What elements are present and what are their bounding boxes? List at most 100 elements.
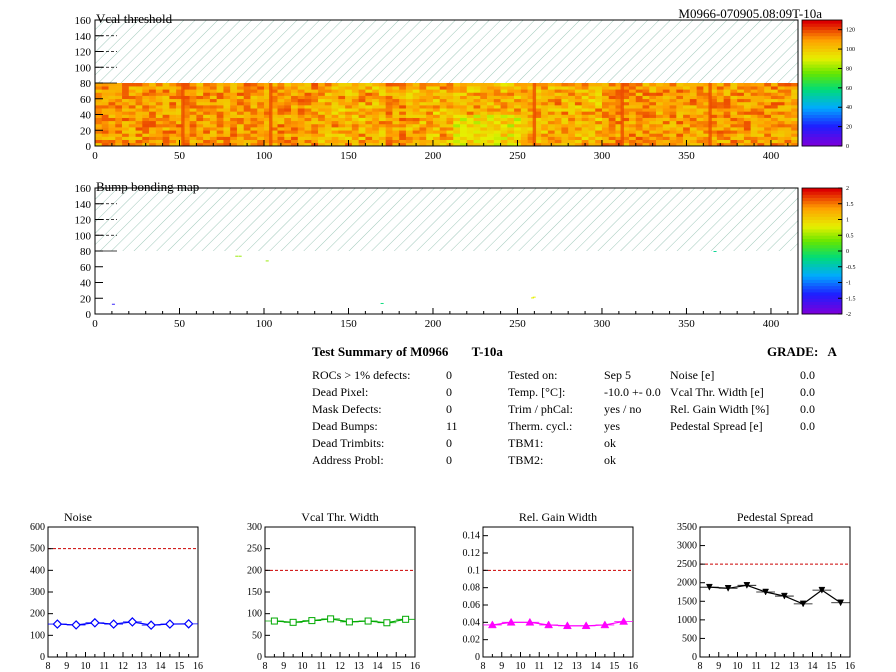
heatmap-cell (460, 133, 468, 137)
heatmap-cell (304, 92, 312, 96)
heatmap-cell (676, 92, 684, 96)
heatmap-cell (527, 86, 535, 90)
heatmap-cell (331, 133, 339, 137)
heatmap-cell (764, 136, 772, 140)
heatmap-cell (419, 130, 427, 134)
heatmap-cell (155, 130, 163, 134)
data-point (562, 621, 572, 630)
palette-swatch (802, 73, 842, 78)
heatmap-cell (750, 92, 758, 96)
heatmap-cell (230, 89, 238, 93)
heatmap-cell (270, 111, 278, 115)
heatmap-cell (236, 95, 245, 100)
heatmap-cell (209, 95, 217, 100)
heatmap-cell (128, 105, 136, 109)
heatmap-cell (189, 108, 197, 112)
heatmap-cell (656, 98, 664, 103)
heatmap-cell (730, 136, 738, 140)
heatmap-cell (601, 98, 610, 103)
palette-tick-label: 60 (846, 86, 852, 92)
palette-swatch (802, 60, 842, 65)
heatmap-cell (574, 120, 582, 125)
heatmap-cell (689, 101, 697, 106)
heatmap-cell (263, 130, 272, 134)
heatmap-cell (446, 111, 454, 115)
heatmap-cell (547, 123, 555, 128)
heatmap-cell (365, 108, 373, 112)
heatmap-cell (95, 92, 103, 96)
heatmap-cell (101, 114, 109, 118)
y-tick-label: 60 (80, 94, 92, 106)
heatmap-cell (554, 83, 562, 87)
heatmap-cell (574, 111, 582, 115)
heatmap-cell (473, 123, 481, 128)
heatmap-cell (230, 127, 238, 131)
heatmap-cell (561, 127, 569, 131)
summary-label: Trim / phCal: (508, 402, 573, 416)
heatmap-cell (432, 120, 441, 125)
heatmap-cell (263, 101, 272, 106)
heatmap-cell (581, 86, 589, 90)
heatmap-cell (710, 92, 718, 96)
heatmap-cell (270, 89, 278, 93)
heatmap-cell (554, 123, 562, 128)
palette-tick-label: 0.5 (846, 233, 854, 239)
heatmap-cell (635, 114, 643, 118)
palette-swatch (802, 123, 842, 128)
heatmap-cell (372, 133, 380, 137)
x-tick-label: 15 (174, 661, 184, 672)
heatmap-cell (338, 101, 346, 106)
heatmap-cell (257, 108, 265, 112)
heatmap-cell (236, 130, 245, 134)
heatmap-cell (182, 111, 190, 115)
x-tick-label: 16 (193, 661, 203, 672)
heatmap-cell (622, 142, 630, 147)
heatmap-cell (223, 139, 231, 144)
heatmap-cell (135, 111, 143, 115)
heatmap-cell (703, 92, 711, 96)
heatmap-cell (730, 139, 738, 144)
heatmap-cell (365, 130, 373, 134)
heatmap-cell (615, 95, 623, 100)
heatmap-cell (439, 130, 447, 134)
heatmap-cell (378, 111, 386, 115)
heatmap-cell (277, 130, 285, 134)
heatmap-cell (689, 133, 697, 137)
heatmap-cell (466, 92, 474, 96)
heatmap-cell (297, 139, 305, 144)
heatmap-cell (257, 123, 265, 128)
heatmap-cell (608, 127, 616, 131)
heatmap-cell (182, 114, 190, 118)
heatmap-cell (270, 105, 278, 109)
heatmap-cell (514, 98, 522, 103)
heatmap-cell (656, 95, 664, 100)
heatmap-cell (358, 120, 366, 125)
heatmap-cell (710, 98, 718, 103)
heatmap-cell (534, 139, 542, 144)
heatmap-cell (730, 83, 738, 87)
heatmap-cell (95, 86, 103, 90)
palette-swatch (802, 238, 842, 243)
heatmap-cell (358, 105, 366, 109)
heatmap-cell (520, 130, 528, 134)
y-tick-label: 3500 (677, 522, 697, 533)
heatmap-cell (250, 105, 258, 109)
heatmap-cell (656, 136, 664, 140)
heatmap-cell (128, 114, 136, 118)
heatmap-cell (95, 120, 103, 125)
heatmap-cell (399, 101, 407, 106)
heatmap-cell (236, 120, 245, 125)
data-point (705, 583, 713, 591)
heatmap-cell (412, 114, 420, 118)
heatmap-cell (534, 105, 542, 109)
heatmap-cell (169, 117, 177, 122)
heatmap-cell (196, 130, 204, 134)
heatmap-cell (629, 136, 637, 140)
heatmap-cell (338, 108, 346, 112)
x-tick-label: 300 (594, 150, 611, 162)
heatmap-cell (230, 95, 238, 100)
heatmap-cell (338, 136, 346, 140)
heatmap-cell (487, 139, 495, 144)
heatmap-cell (149, 127, 157, 131)
heatmap-cell (466, 136, 474, 140)
